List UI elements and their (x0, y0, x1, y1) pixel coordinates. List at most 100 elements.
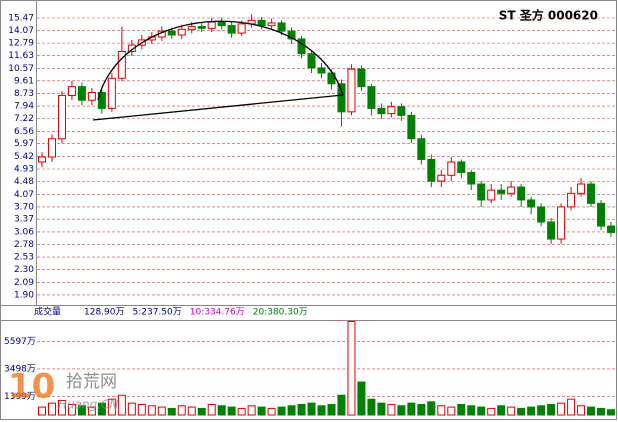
volume-bar (37, 406, 46, 416)
volume-bar (557, 402, 566, 416)
watermark: 10 拾荒网 Huang.CN (8, 367, 118, 412)
volume-legend-entry: 20:380.30万 (253, 308, 308, 318)
volume-tick-label: 5597万 (4, 337, 36, 347)
y-tick-label: 8.73 (14, 89, 34, 99)
y-tick-label: 3.37 (14, 215, 34, 225)
candle-body (397, 106, 406, 116)
candle-body (77, 86, 86, 101)
candle-body (287, 30, 296, 40)
candle-body (527, 199, 536, 208)
volume-bar (147, 405, 156, 416)
annotation-arc (97, 20, 344, 101)
volume-bar (597, 407, 606, 416)
volume-bar (447, 406, 456, 416)
candle-body (557, 206, 566, 240)
y-tick-label: 3.06 (14, 227, 34, 237)
candle-body (47, 138, 56, 158)
candle-body (267, 22, 276, 27)
volume-bar (387, 403, 396, 416)
candle-body (377, 107, 386, 115)
volume-bar (367, 398, 376, 416)
volume-bar (307, 402, 316, 416)
volume-bar (547, 403, 556, 416)
volume-bar (467, 405, 476, 416)
volume-bar (237, 407, 246, 416)
candle-body (587, 183, 596, 204)
candle-body (567, 192, 576, 208)
candle-body (517, 186, 526, 201)
candle-body (107, 77, 116, 109)
volume-bar (167, 407, 176, 416)
candle-body (227, 25, 236, 34)
y-tick-label: 10.57 (8, 64, 34, 74)
candle-body (387, 106, 396, 115)
volume-legend-entry: 128.90万 (84, 308, 125, 318)
volume-bar (187, 406, 196, 416)
volume-tick-label: 3498万 (4, 364, 36, 374)
y-tick-label: 14.07 (8, 26, 34, 36)
candle-body (37, 156, 46, 163)
candle-body (307, 53, 316, 69)
candle-body (117, 51, 126, 79)
volume-bar (247, 405, 256, 416)
volume-bar (577, 405, 586, 416)
volume-bar (107, 398, 116, 416)
candle-body (87, 91, 96, 101)
candle-body (327, 72, 336, 85)
candle-body (507, 186, 516, 194)
candle-body (457, 161, 466, 174)
candle-body (357, 68, 366, 88)
volume-bar (67, 403, 76, 416)
candle-body (167, 30, 176, 36)
volume-bar (267, 407, 276, 416)
volume-bar (587, 406, 596, 416)
volume-bar (487, 407, 496, 416)
candle-body (407, 114, 416, 140)
candle-body (317, 67, 326, 74)
volume-bar (87, 406, 96, 416)
y-tick-label: 15.47 (8, 13, 34, 23)
volume-bar (327, 403, 336, 416)
volume-bar (497, 405, 506, 416)
y-tick-label: 9.61 (14, 76, 34, 86)
candle-body (577, 183, 586, 194)
volume-bar (227, 406, 236, 416)
volume-bar (407, 402, 416, 416)
volume-bar (427, 401, 436, 416)
candle-body (177, 28, 186, 36)
candle-body (437, 174, 446, 182)
candle-body (187, 26, 196, 30)
volume-bar (77, 405, 86, 416)
candle-body (57, 95, 66, 140)
candle-body (477, 183, 486, 201)
volume-title: 成交量 (34, 306, 61, 318)
y-tick-label: 4.48 (14, 177, 34, 187)
y-tick-label: 7.22 (14, 114, 34, 124)
y-tick-label: 5.42 (14, 152, 34, 162)
candle-body (607, 225, 616, 233)
annotation-line (92, 94, 344, 121)
volume-bar (207, 403, 216, 416)
candle-body (67, 86, 76, 97)
candle-body (207, 21, 216, 29)
y-tick-label: 2.78 (14, 240, 34, 250)
volume-bar (127, 402, 136, 416)
volume-bar (507, 406, 516, 416)
volume-bar (297, 403, 306, 416)
y-tick-label: 2.09 (14, 278, 34, 288)
candle-body (257, 19, 266, 27)
volume-bar (137, 403, 146, 416)
y-tick-label: 12.79 (8, 39, 34, 49)
volume-bar (477, 406, 486, 416)
volume-bar (217, 405, 226, 416)
volume-bar (527, 406, 536, 416)
candle-body (417, 138, 426, 160)
y-tick-label: 4.93 (14, 164, 34, 174)
candle-body (347, 68, 356, 113)
y-tick-label: 6.56 (14, 127, 34, 137)
candle-body (447, 161, 456, 176)
volume-bar (377, 402, 386, 416)
watermark-logo: 10 (8, 367, 55, 407)
